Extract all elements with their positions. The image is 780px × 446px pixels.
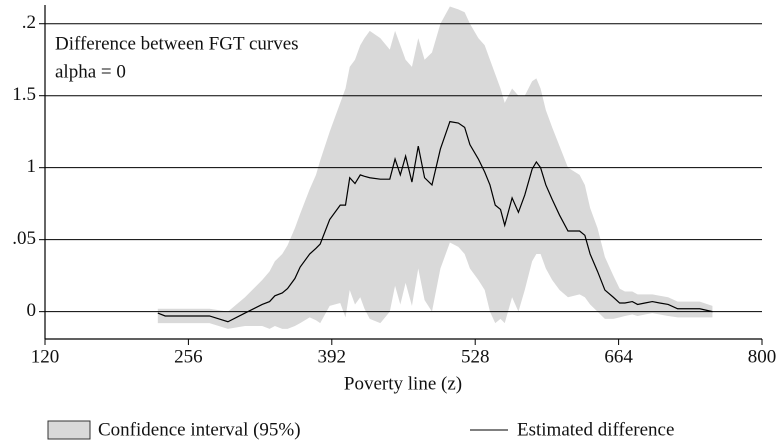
line-layer <box>157 120 713 323</box>
x-axis-label: Poverty line (z) <box>344 373 462 394</box>
legend-swatch <box>47 420 91 440</box>
x-tick-label: 120 <box>31 346 60 367</box>
y-tick-label: .2 <box>22 12 36 33</box>
x-tick-label: 392 <box>318 346 347 367</box>
x-tick-label: 528 <box>461 346 490 367</box>
y-tick-label: 0 <box>27 300 37 321</box>
annotation: Difference between FGT curves <box>55 33 299 54</box>
y-tick-label: 1.5 <box>12 84 36 105</box>
legend-label: Estimated difference <box>517 419 674 440</box>
annotation: alpha = 0 <box>55 61 126 82</box>
x-tick-label: 664 <box>604 346 633 367</box>
x-tick-label: 256 <box>174 346 203 367</box>
grid-layer <box>45 23 762 313</box>
estimate-line <box>157 120 713 323</box>
x-tick-label: 800 <box>748 346 777 367</box>
legend-label: Confidence interval (95%) <box>98 419 301 440</box>
y-tick-label: .05 <box>12 228 36 249</box>
y-tick-label: 1 <box>27 156 37 177</box>
